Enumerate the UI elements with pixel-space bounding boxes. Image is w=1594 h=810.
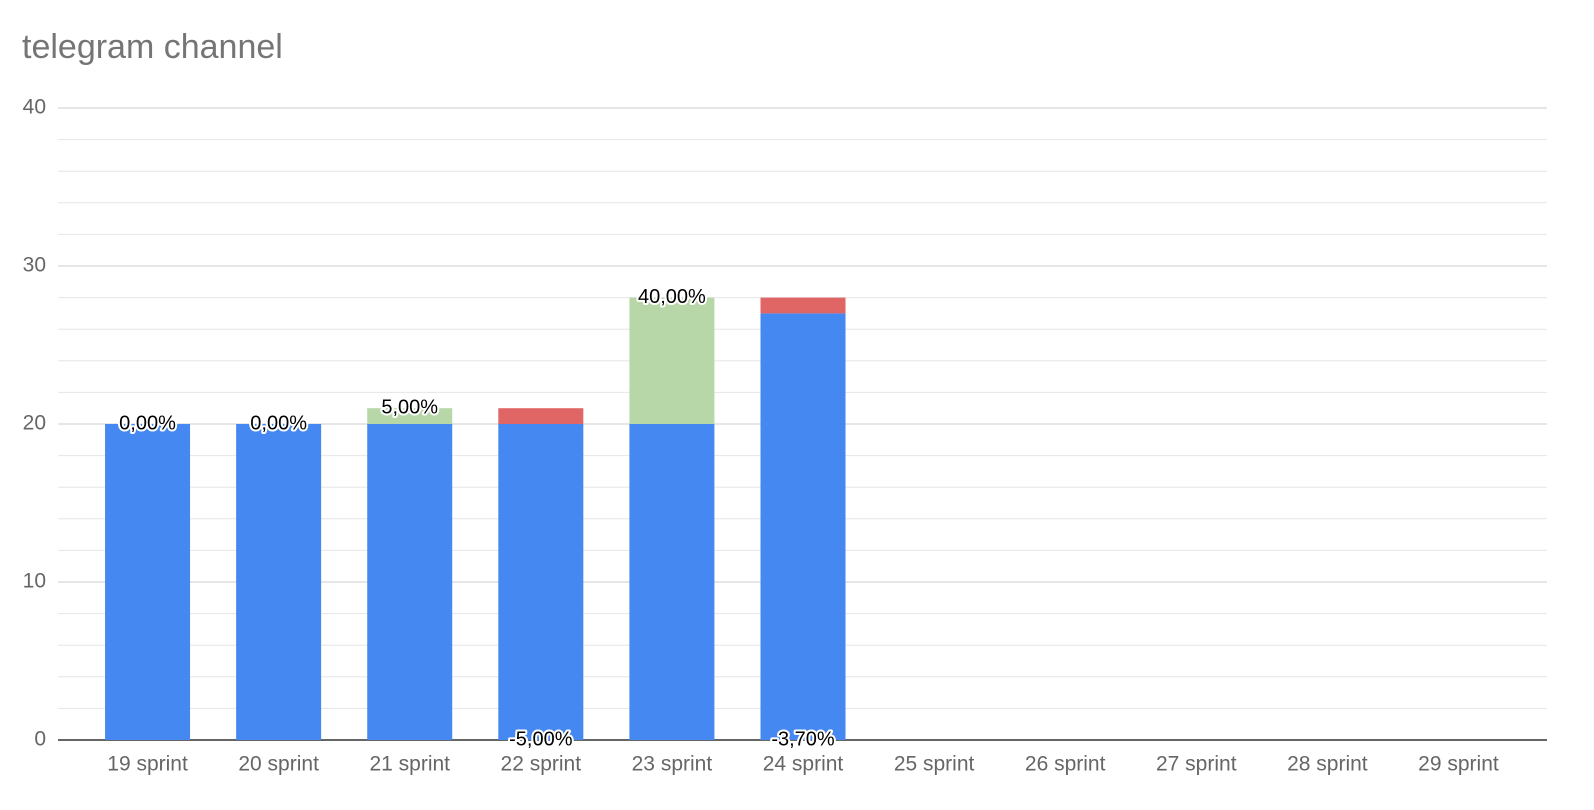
bar-segment (236, 424, 322, 740)
data-label: 40,00% (638, 286, 706, 308)
y-tick-label: 0 (34, 728, 46, 751)
bar-segment (367, 408, 453, 424)
bar-segment (498, 408, 584, 424)
chart-title: telegram channel (22, 28, 283, 66)
data-label: -3,70% (771, 728, 835, 750)
bar-segment (498, 424, 584, 740)
bar-segment (629, 424, 715, 740)
x-tick-label: 27 sprint (1156, 753, 1237, 776)
bar-segment (367, 424, 453, 740)
x-tick-label: 19 sprint (107, 753, 188, 776)
x-tick-label: 22 sprint (501, 753, 582, 776)
y-tick-label: 20 (23, 412, 46, 435)
x-tick-label: 29 sprint (1418, 753, 1499, 776)
y-tick-label: 10 (23, 570, 46, 593)
y-tick-label: 40 (23, 96, 46, 119)
data-label: 5,00% (381, 396, 438, 418)
bar-segment (629, 297, 715, 424)
x-tick-label: 20 sprint (238, 753, 319, 776)
x-tick-label: 26 sprint (1025, 753, 1106, 776)
data-label: 0,00% (250, 412, 307, 434)
data-label: 0,00% (119, 412, 176, 434)
data-label: -5,00% (509, 728, 573, 750)
x-tick-label: 24 sprint (763, 753, 844, 776)
x-tick-label: 28 sprint (1287, 753, 1368, 776)
x-tick-label: 25 sprint (894, 753, 975, 776)
y-tick-label: 30 (23, 254, 46, 277)
bar-segment (760, 297, 846, 314)
bar-segment (105, 424, 191, 740)
x-tick-label: 21 sprint (369, 753, 450, 776)
bar-segment (760, 313, 846, 740)
x-tick-label: 23 sprint (632, 753, 713, 776)
